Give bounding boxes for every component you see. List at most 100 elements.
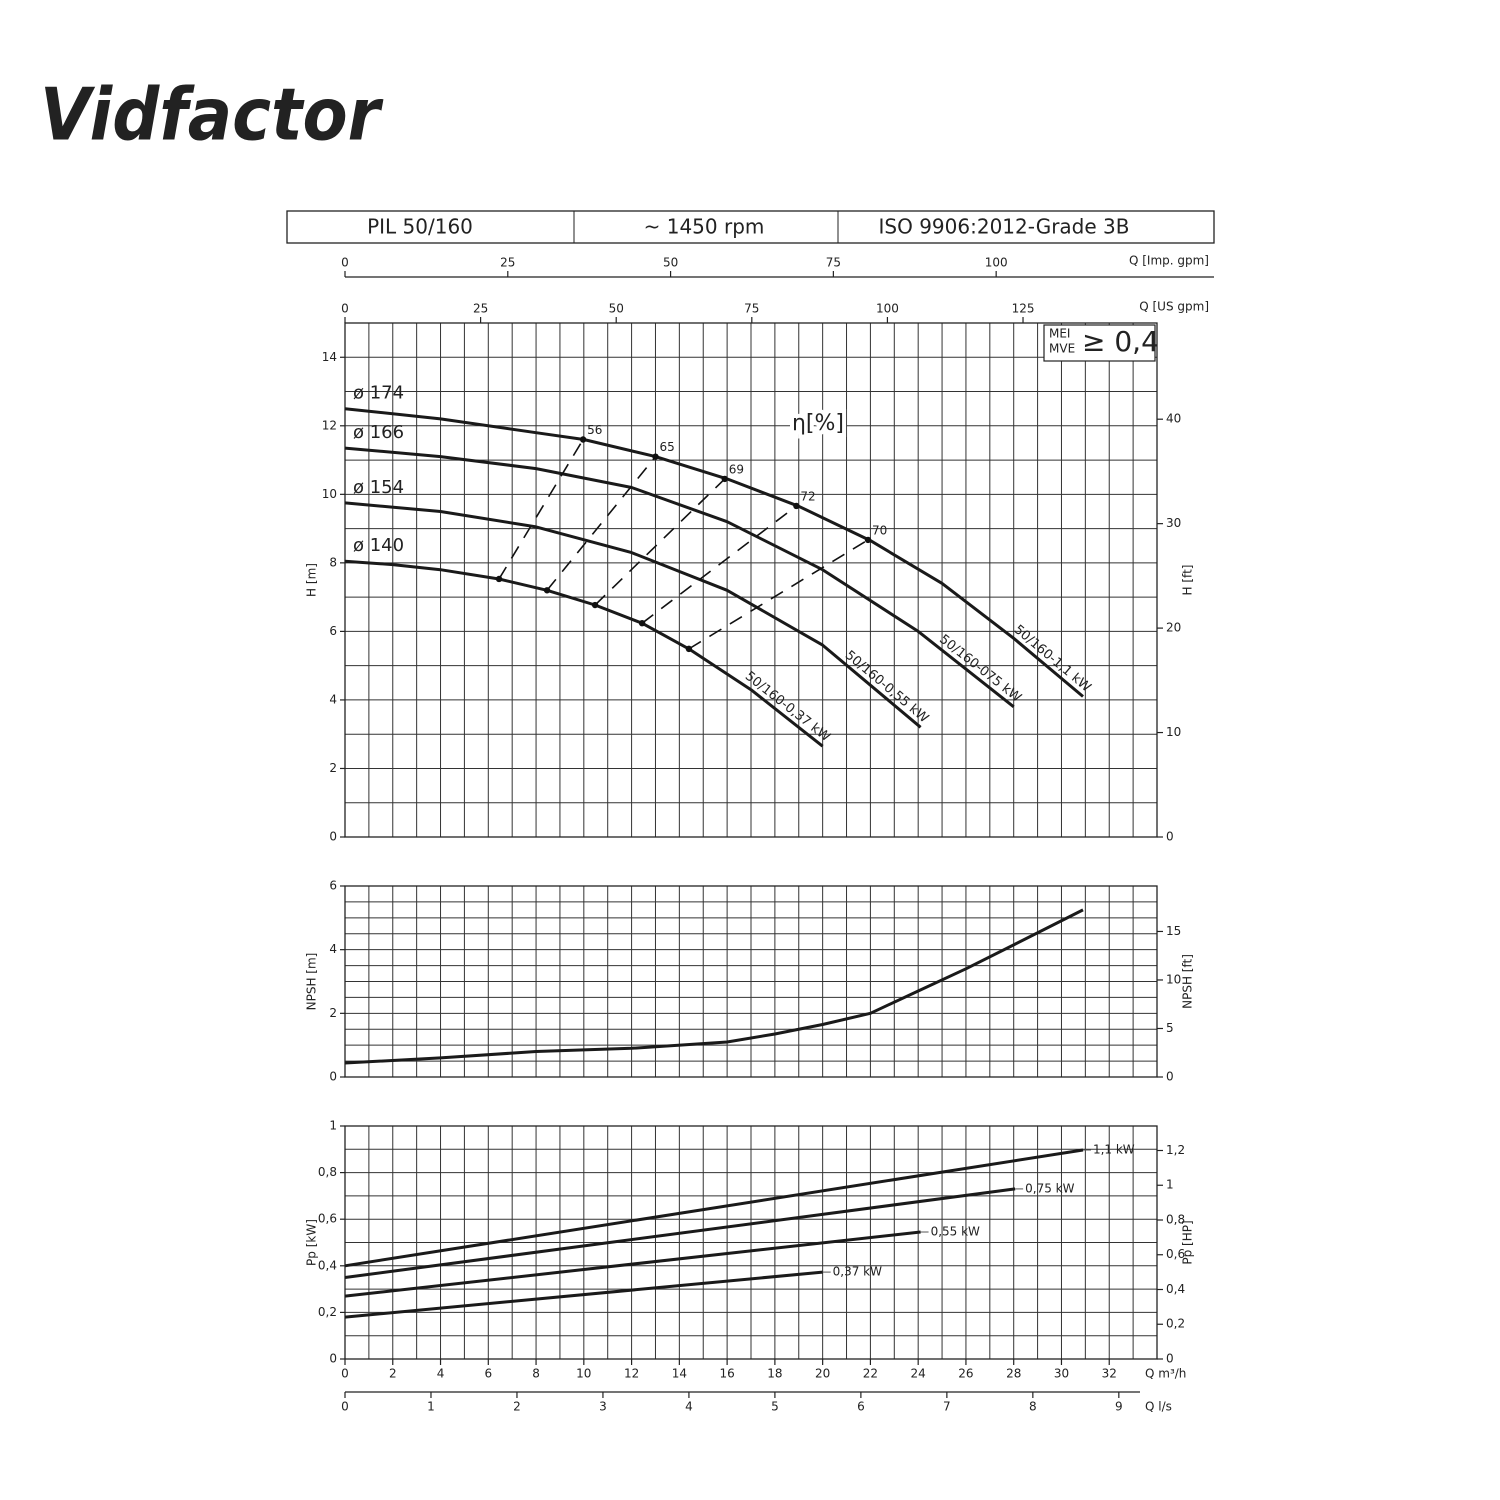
x2-tick-label: 7 <box>943 1400 951 1414</box>
y2-tick-label: 0,4 <box>1166 1282 1185 1296</box>
y2-tick-label: 40 <box>1166 412 1181 426</box>
efficiency-title: η[%] <box>792 411 844 436</box>
plot-frame <box>344 1125 1158 1360</box>
speed: ~ 1450 rpm <box>644 215 765 239</box>
x-tick-label: 30 <box>1054 1367 1069 1381</box>
y2-axis-label: H [ft] <box>1181 565 1195 596</box>
series-label: 1,1 kW <box>1093 1142 1135 1156</box>
y2-tick-label: 15 <box>1166 924 1181 938</box>
top-tick-label: 0 <box>341 302 349 316</box>
y2-tick-label: 0 <box>1166 1352 1174 1366</box>
curve <box>344 1230 921 1298</box>
y-tick-label: 14 <box>322 350 337 364</box>
top-tick-label: 0 <box>341 256 349 270</box>
y2-tick-label: 20 <box>1166 621 1181 635</box>
efficiency-point <box>721 475 728 483</box>
x2-tick-label: 1 <box>427 1400 435 1414</box>
series-label: 0,55 kW <box>931 1225 980 1239</box>
y2-tick-label: 0,8 <box>1166 1212 1185 1226</box>
top-tick-label: 75 <box>826 256 841 270</box>
efficiency-point <box>579 436 587 443</box>
x-tick-label: 0 <box>341 1367 349 1381</box>
x2-tick-label: 3 <box>599 1400 607 1414</box>
x-tick-label: 26 <box>958 1367 973 1381</box>
y-tick-label: 10 <box>322 487 337 501</box>
header-box <box>286 210 1215 244</box>
x2-tick-label: 0 <box>341 1400 349 1414</box>
x-tick-label: 22 <box>863 1367 878 1381</box>
y-tick-label: 2 <box>329 1006 337 1020</box>
y-axis-label: NPSH [m] <box>305 953 319 1011</box>
y2-tick-label: 10 <box>1166 972 1181 986</box>
y-tick-label: 4 <box>329 692 337 706</box>
efficiency-label: 70 <box>872 523 887 537</box>
efficiency-point <box>495 575 503 583</box>
plot-frame <box>344 885 1158 1078</box>
y2-tick-label: 5 <box>1166 1021 1174 1035</box>
curve <box>344 446 1015 708</box>
efficiency-point <box>685 645 693 653</box>
y-axis-label: H [m] <box>305 563 319 597</box>
y2-tick-label: 0,6 <box>1166 1247 1185 1261</box>
efficiency-point <box>864 536 872 544</box>
x-tick-label: 10 <box>576 1367 591 1381</box>
mei-label: MEI <box>1049 327 1070 341</box>
y-tick-label: 0 <box>329 1070 337 1084</box>
top-tick-label: 100 <box>985 256 1008 270</box>
efficiency-line <box>546 456 657 591</box>
diameter-label: ø 140 <box>353 535 404 556</box>
y2-tick-label: 1 <box>1166 1178 1174 1192</box>
efficiency-point <box>652 453 659 460</box>
y-tick-label: 1 <box>329 1119 337 1133</box>
top-axis-label: Q [Imp. gpm] <box>1129 254 1209 268</box>
x-tick-label: 14 <box>672 1367 687 1381</box>
y2-tick-label: 0,2 <box>1166 1317 1185 1331</box>
y-tick-label: 6 <box>329 624 337 638</box>
x-tick-label: 12 <box>624 1367 639 1381</box>
efficiency-point <box>793 502 800 510</box>
efficiency-point <box>543 587 551 594</box>
curve <box>344 1148 1084 1268</box>
top-tick-label: 25 <box>473 302 488 316</box>
y-tick-label: 8 <box>329 555 337 569</box>
y2-tick-label: 0 <box>1166 830 1174 844</box>
x2-tick-label: 8 <box>1029 1400 1037 1414</box>
mei-box <box>1043 324 1156 362</box>
model: PIL 50/160 <box>367 215 473 239</box>
x-tick-label: 6 <box>484 1367 492 1381</box>
diameter-label: ø 174 <box>353 383 404 404</box>
logo: Vidfactor <box>40 73 384 157</box>
x2-tick-label: 4 <box>685 1400 693 1414</box>
top-tick-label: 25 <box>500 256 515 270</box>
y2-tick-label: 30 <box>1166 516 1181 530</box>
efficiency-label: 56 <box>587 423 602 437</box>
curve <box>344 559 824 748</box>
curve <box>344 501 922 729</box>
top-tick-label: 125 <box>1012 302 1035 316</box>
npsh-curve <box>344 908 1084 1065</box>
x2-axis-label: Q l/s <box>1145 1400 1172 1414</box>
y-tick-label: 0,8 <box>318 1165 337 1179</box>
plot-frame <box>344 322 1158 838</box>
x2-tick-label: 9 <box>1115 1400 1123 1414</box>
y-tick-label: 0 <box>329 1352 337 1366</box>
x-tick-label: 28 <box>1006 1367 1021 1381</box>
y-tick-label: 0,6 <box>318 1212 337 1226</box>
top-tick-label: 50 <box>663 256 678 270</box>
series-label: 0,37 kW <box>833 1265 882 1279</box>
y-tick-label: 6 <box>329 879 337 893</box>
y2-tick-label: 10 <box>1166 725 1181 739</box>
x-axis-label: Q m³/h <box>1145 1367 1186 1381</box>
y2-tick-label: 1,2 <box>1166 1143 1185 1157</box>
efficiency-line <box>498 439 584 580</box>
efficiency-point <box>591 601 599 609</box>
series-label: 0,75 kW <box>1025 1181 1074 1195</box>
x2-tick-label: 5 <box>771 1400 779 1414</box>
curve <box>344 1187 1016 1279</box>
y-tick-label: 0 <box>329 830 337 844</box>
x-tick-label: 32 <box>1102 1367 1117 1381</box>
efficiency-line <box>594 478 726 606</box>
efficiency-line <box>641 505 797 624</box>
x2-tick-label: 6 <box>857 1400 865 1414</box>
